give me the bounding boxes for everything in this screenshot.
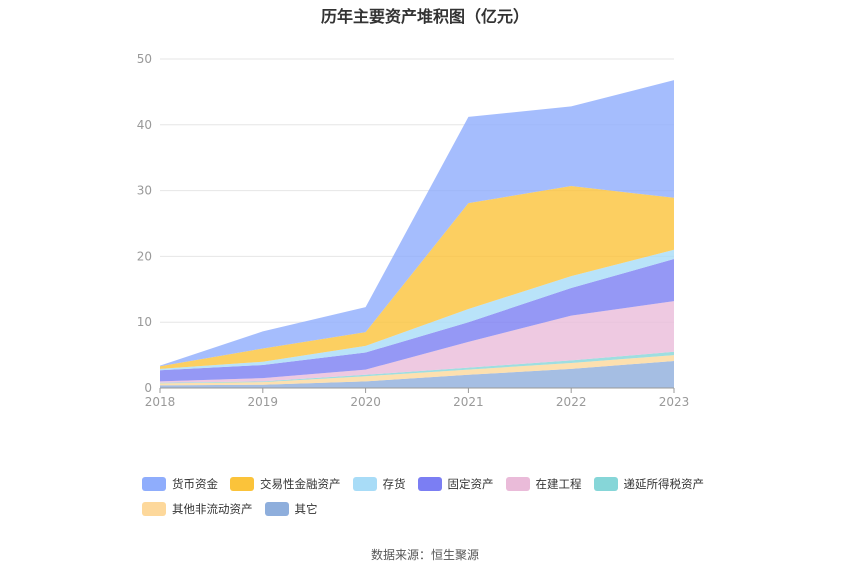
- legend-label: 在建工程: [535, 477, 582, 491]
- legend-item[interactable]: 存货: [352, 476, 406, 492]
- area-series: [160, 80, 674, 388]
- area-4: [160, 259, 674, 382]
- y-tick-label: 0: [144, 381, 152, 395]
- legend-swatch: [230, 477, 254, 491]
- legend-label: 交易性金融资产: [260, 477, 341, 491]
- legend-swatch: [264, 502, 289, 516]
- legend-item[interactable]: 其它: [264, 501, 318, 517]
- stacked-area-chart: 0 10 20 30 40 50 2018 2019 2020 2021 2022 2023: [137, 52, 690, 409]
- legend-swatch: [505, 477, 530, 491]
- legend-label: 固定资产: [447, 477, 494, 491]
- legend-swatch: [417, 477, 442, 491]
- legend-label: 其他非流动资产: [172, 502, 253, 516]
- y-tick-label: 10: [137, 315, 152, 329]
- area-3: [160, 301, 674, 383]
- legend-swatch: [142, 477, 166, 491]
- legend-item[interactable]: 在建工程: [505, 476, 582, 492]
- legend-row: 货币资金 交易性金融资产 存货 固定资产 在建工程 递延所得税资产: [142, 473, 742, 495]
- legend-item[interactable]: 固定资产: [417, 476, 494, 492]
- legend-label: 其它: [294, 502, 318, 516]
- x-tick-label: 2020: [350, 395, 381, 409]
- y-tick-label: 40: [137, 118, 152, 132]
- y-tick-label: 20: [137, 249, 152, 263]
- legend-swatch: [142, 502, 166, 516]
- legend-label: 货币资金: [172, 477, 218, 491]
- data-source: 数据来源：恒生聚源: [370, 548, 479, 562]
- x-tick-label: 2018: [145, 395, 176, 409]
- chart-title: 历年主要资产堆积图（亿元）: [320, 7, 529, 26]
- legend-swatch: [352, 477, 377, 491]
- area-7: [160, 80, 674, 367]
- legend-item[interactable]: 货币资金: [142, 476, 218, 492]
- y-tick-label: 50: [137, 52, 152, 66]
- legend-item[interactable]: 其他非流动资产: [142, 501, 253, 517]
- y-tick-label: 30: [137, 184, 152, 198]
- legend: 货币资金 交易性金融资产 存货 固定资产 在建工程 递延所得税资产其他非流动资产 其它: [142, 473, 742, 523]
- x-tick-label: 2023: [659, 395, 690, 409]
- legend-item[interactable]: 交易性金融资产: [230, 476, 341, 492]
- legend-label: 递延所得税资产: [623, 477, 705, 491]
- legend-row: 其他非流动资产 其它: [142, 498, 742, 520]
- legend-swatch: [593, 477, 618, 491]
- legend-item[interactable]: 递延所得税资产: [593, 476, 705, 492]
- legend-label: 存货: [382, 477, 406, 491]
- axes: 0 10 20 30 40 50 2018 2019 2020 2021 2022 2023: [137, 52, 690, 409]
- area-0: [160, 361, 674, 388]
- x-tick-label: 2022: [556, 395, 587, 409]
- x-tick-label: 2021: [453, 395, 484, 409]
- area-6: [160, 186, 674, 369]
- x-tick-label: 2019: [248, 395, 279, 409]
